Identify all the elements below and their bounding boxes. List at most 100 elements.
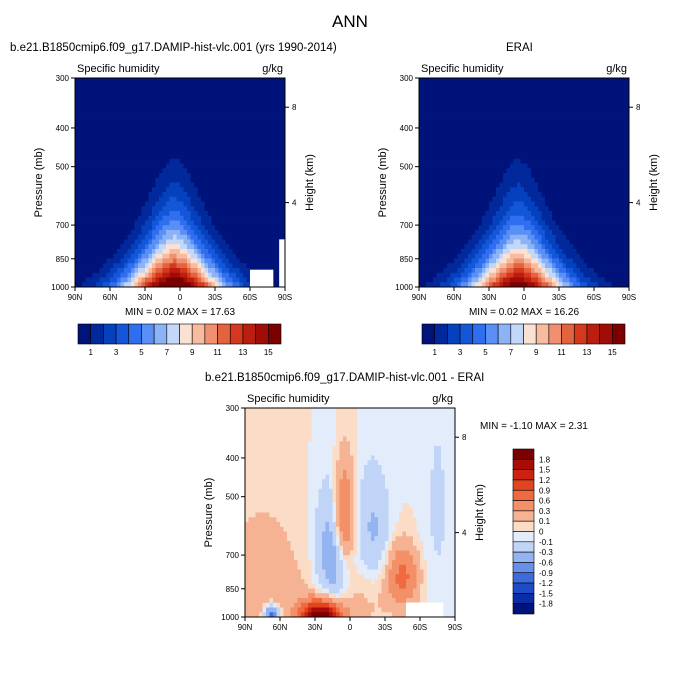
obs-cell <box>433 158 437 164</box>
model-cell <box>264 97 268 103</box>
obs-cell <box>580 177 584 183</box>
model-cell <box>267 253 272 259</box>
model-cell <box>211 125 216 131</box>
obs-cell <box>492 139 497 145</box>
model-cell <box>278 173 282 179</box>
model-cell <box>208 111 212 117</box>
obs-cell <box>450 282 455 288</box>
model-cell <box>148 125 153 131</box>
obs-cell <box>422 282 427 288</box>
model-cell <box>232 215 237 221</box>
obs-cell <box>597 220 602 226</box>
obs-cell <box>597 192 602 198</box>
model-cell <box>124 135 128 141</box>
obs-cell <box>475 258 479 264</box>
model-cell <box>215 234 219 240</box>
obs-cell <box>510 253 514 259</box>
model-cell <box>239 154 244 160</box>
obs-cell <box>534 82 539 88</box>
obs-cell <box>485 277 490 283</box>
obs-cell <box>419 125 423 131</box>
model-cell <box>250 215 254 221</box>
obs-cell <box>475 120 479 126</box>
model-cell <box>208 211 212 217</box>
model-cell <box>103 239 107 245</box>
obs-cell <box>499 220 504 226</box>
obs-cell <box>562 97 567 103</box>
obs-cell <box>496 87 500 93</box>
obs-cell <box>517 263 521 269</box>
obs-cell <box>587 158 591 164</box>
model-cell <box>85 239 90 245</box>
obs-cell <box>597 187 602 193</box>
obs-cell <box>461 206 465 212</box>
model-cell <box>222 258 226 264</box>
model-cell <box>215 182 219 188</box>
model-cell <box>253 215 258 221</box>
obs-cell <box>485 249 490 255</box>
obs-cell <box>443 168 448 174</box>
obs-cell <box>580 101 584 107</box>
model-cell <box>201 135 205 141</box>
model-cell <box>180 258 184 264</box>
model-cell <box>215 92 219 98</box>
model-cell <box>155 225 160 231</box>
model-cell <box>75 125 79 131</box>
obs-cell <box>426 92 430 98</box>
model-colorbar-label: 5 <box>139 348 144 357</box>
obs-cell <box>520 192 525 198</box>
obs-cell <box>475 144 479 150</box>
obs-cell <box>583 239 588 245</box>
model-cell <box>82 201 86 207</box>
model-cell <box>253 78 258 84</box>
model-cell <box>103 168 107 174</box>
obs-cell <box>510 211 514 217</box>
model-cell <box>183 87 188 93</box>
obs-cell <box>524 120 528 126</box>
obs-cell <box>538 106 542 112</box>
model-cell <box>190 106 195 112</box>
model-cell <box>117 220 121 226</box>
obs-cell <box>517 258 521 264</box>
obs-cell <box>590 173 595 179</box>
obs-cell <box>440 173 444 179</box>
obs-cell <box>436 163 441 169</box>
obs-cell <box>440 182 444 188</box>
obs-cell <box>492 116 497 122</box>
model-cell <box>229 263 233 269</box>
obs-cell <box>468 111 472 117</box>
model-cell <box>155 78 160 84</box>
model-cell <box>110 253 114 259</box>
model-cell <box>274 230 279 236</box>
model-cell <box>155 116 160 122</box>
obs-cell <box>475 277 479 283</box>
obs-cell <box>447 192 451 198</box>
model-cell <box>225 263 230 269</box>
obs-cell <box>468 154 472 160</box>
model-cell <box>106 139 111 145</box>
obs-cell <box>429 135 434 141</box>
model-cell <box>197 106 202 112</box>
obs-cell <box>499 272 504 278</box>
obs-cell <box>454 225 458 231</box>
figure-title: ANN <box>332 12 368 31</box>
obs-cell <box>429 163 434 169</box>
model-cell <box>190 277 195 283</box>
model-cell <box>155 249 160 255</box>
model-cell <box>152 116 156 122</box>
obs-cell <box>524 173 528 179</box>
obs-cell <box>548 201 553 207</box>
model-cell <box>246 78 251 84</box>
obs-cell <box>489 187 493 193</box>
model-cell <box>243 215 247 221</box>
obs-cell <box>506 258 511 264</box>
obs-cell <box>503 263 507 269</box>
obs-cell <box>538 158 542 164</box>
model-cell <box>124 263 128 269</box>
model-cell <box>99 130 104 136</box>
obs-cell <box>576 211 581 217</box>
model-cell <box>190 201 195 207</box>
model-cell <box>145 116 149 122</box>
model-cell <box>260 182 265 188</box>
obs-cell <box>499 234 504 240</box>
